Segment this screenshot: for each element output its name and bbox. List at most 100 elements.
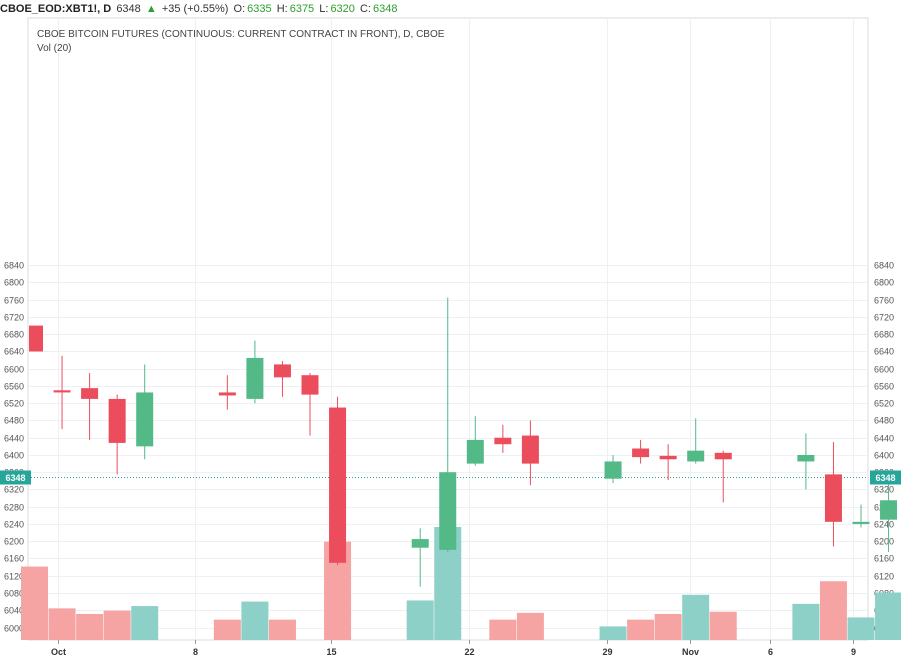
y-tick-label-right: 6200	[874, 537, 894, 547]
y-tick-label-left: 6640	[4, 347, 24, 357]
y-tick-label-right: 6480	[874, 416, 894, 426]
last-price-label-right: 6348	[870, 470, 901, 485]
volume-bar	[213, 619, 241, 640]
candle-body	[439, 472, 457, 550]
close-value: 6348	[372, 3, 398, 15]
candle-body	[329, 407, 347, 563]
volume-bar	[268, 619, 296, 640]
candle-body	[852, 521, 870, 524]
high-value: 6375	[289, 3, 315, 15]
candle	[852, 504, 870, 528]
y-tick-label-right: 6520	[874, 399, 894, 409]
x-tick-label: 15	[326, 647, 336, 657]
candle-body	[659, 455, 677, 460]
x-tick-label: 6	[768, 647, 773, 657]
candle-body	[632, 448, 650, 458]
candle	[273, 360, 291, 397]
candle-body	[797, 454, 815, 462]
y-tick-label-left: 6720	[4, 313, 24, 323]
y-tick-label-left: 6680	[4, 330, 24, 340]
candle	[246, 340, 264, 404]
candle	[797, 433, 815, 490]
y-tick-label-left: 6440	[4, 434, 24, 444]
y-tick-label-left: 6800	[4, 278, 24, 288]
volume-bar	[48, 608, 76, 640]
candle	[218, 375, 236, 410]
y-tick-label-left: 6000	[4, 624, 24, 634]
volume-indicator-label[interactable]: Vol (20)	[37, 43, 72, 54]
y-tick-label-left: 6120	[4, 572, 24, 582]
volume-bar	[875, 592, 901, 640]
candle-body	[411, 539, 429, 548]
candle-body	[521, 435, 539, 464]
y-tick-label-right: 6720	[874, 313, 894, 323]
candle-body	[136, 392, 154, 447]
last-price-label-left: 6348	[0, 470, 31, 485]
y-tick-label-right: 6320	[874, 485, 894, 495]
candle	[136, 364, 154, 460]
candle-body	[273, 364, 291, 378]
candle	[604, 454, 622, 484]
y-tick-label-left: 6200	[4, 537, 24, 547]
candle	[466, 416, 484, 466]
y-tick-label-left: 6080	[4, 589, 24, 599]
volume-bar	[682, 594, 710, 640]
candle	[301, 373, 319, 436]
y-tick-label-right: 6800	[874, 278, 894, 288]
candle-body	[301, 375, 319, 395]
x-tick-label: 9	[851, 647, 856, 657]
up-arrow-icon: ▲	[145, 3, 157, 15]
candle	[632, 439, 650, 464]
volume-bar	[627, 619, 655, 640]
x-tick-label: 8	[193, 647, 198, 657]
candle-body	[29, 325, 43, 352]
candle	[81, 373, 99, 440]
price-change: +35 (+0.55%)	[161, 3, 229, 15]
volume-bar	[654, 614, 682, 640]
volume-bar	[241, 601, 269, 640]
y-tick-label-right: 6160	[874, 554, 894, 564]
volume-bar	[489, 619, 517, 640]
symbol-header: CBOE_EOD:XBT1!, D 6348 ▲ +35 (+0.55%) O:…	[0, 0, 901, 18]
volume-bar	[599, 626, 627, 640]
y-tick-label-left: 6480	[4, 416, 24, 426]
y-tick-label-left: 6560	[4, 382, 24, 392]
low-label: L:	[319, 3, 329, 15]
last-price: 6348	[116, 3, 141, 15]
candle	[411, 528, 429, 587]
y-tick-label-right: 6760	[874, 296, 894, 306]
candle	[439, 297, 457, 553]
candle-body	[880, 500, 898, 520]
y-tick-label-left: 6400	[4, 451, 24, 461]
candle-series	[29, 297, 898, 587]
last-price-tag-text: 6348	[875, 473, 895, 483]
y-tick-label-left: 6160	[4, 554, 24, 564]
low-value: 6320	[330, 3, 355, 15]
volume-bar	[103, 610, 131, 640]
candle-body	[714, 452, 732, 460]
y-tick-label-right: 6240	[874, 520, 894, 530]
symbol-label[interactable]: CBOE_EOD:XBT1!, D	[0, 3, 112, 15]
y-tick-label-right: 6400	[874, 451, 894, 461]
volume-bar	[516, 612, 544, 640]
candle-body	[81, 388, 99, 399]
candle-body	[246, 357, 264, 399]
y-tick-label-left: 6040	[4, 606, 24, 616]
volume-bar	[819, 581, 847, 640]
y-tick-label-left: 6840	[4, 261, 24, 271]
x-tick-label: Nov	[682, 647, 699, 657]
open-label: O:	[233, 3, 246, 15]
volume-bar	[131, 606, 159, 640]
y-tick-label-left: 6320	[4, 485, 24, 495]
candle-body	[53, 390, 71, 393]
candle	[714, 450, 732, 503]
candle-body	[824, 474, 842, 522]
candle-body	[218, 392, 236, 396]
volume-bar	[847, 617, 875, 640]
candle	[53, 355, 71, 430]
candle-body	[108, 398, 126, 443]
y-tick-label-left: 6520	[4, 399, 24, 409]
candle	[521, 420, 539, 486]
y-tick-label-right: 6440	[874, 434, 894, 444]
